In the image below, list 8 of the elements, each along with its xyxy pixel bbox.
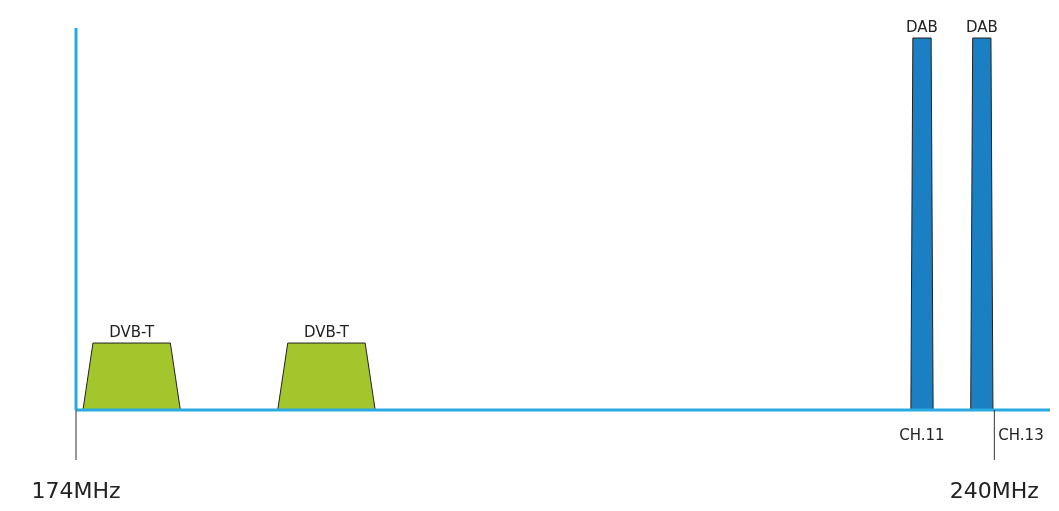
x-tick-label: 240MHz	[949, 478, 1039, 503]
text: DAB	[965, 18, 998, 36]
annotation: CH.13	[998, 426, 1044, 444]
annotation: CH.11	[899, 426, 945, 444]
series-label: DAB	[906, 18, 938, 36]
series-label: DVB-T	[109, 323, 156, 342]
text: DVB-T	[303, 323, 349, 342]
x-tick-label: 174MHz	[31, 478, 121, 503]
